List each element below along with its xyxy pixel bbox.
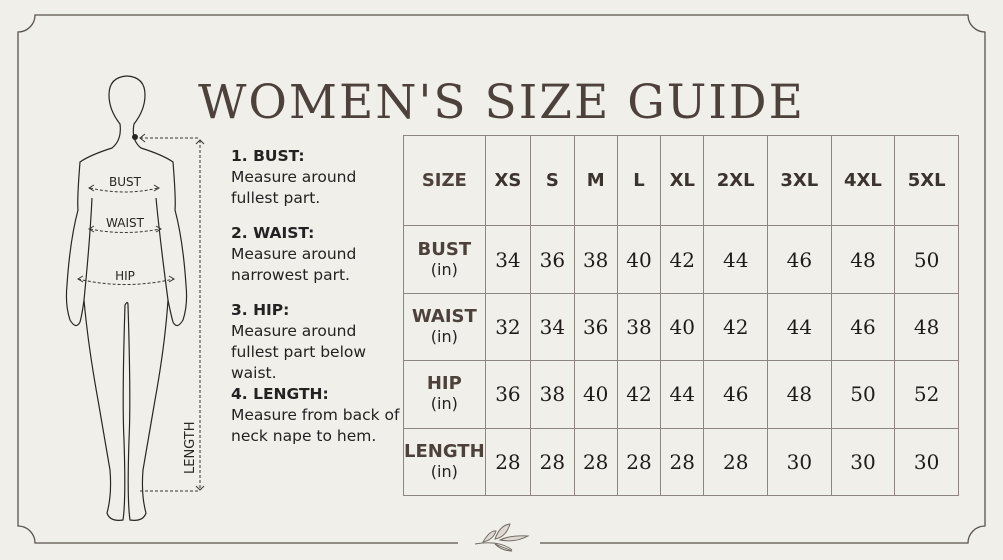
table-row: WAIST (in) 32 34 36 38 40 42 44 46 48: [403, 292, 959, 362]
size-header: SIZE: [403, 134, 486, 227]
table-cell: 36: [530, 225, 575, 294]
table-cell: 30: [767, 427, 832, 497]
measure-name: HIP: [426, 373, 462, 395]
table-cell: 36: [484, 360, 532, 429]
bust-label: BUST: [109, 175, 142, 189]
size-column-header: XS: [484, 134, 532, 227]
instruction-hip: 3. HIP: Measure around fullest part below…: [231, 301, 367, 382]
size-column-header: S: [530, 134, 575, 227]
table-cell: 44: [660, 360, 705, 429]
table-cell: 42: [703, 292, 769, 362]
unit-label: (in): [430, 461, 458, 481]
size-column-header: XL: [660, 134, 705, 227]
table-cell: 52: [894, 360, 959, 429]
table-cell: 48: [830, 225, 896, 294]
table-cell: 46: [703, 360, 769, 429]
row-label: BUST (in): [403, 225, 486, 294]
table-cell: 40: [573, 360, 618, 429]
measure-name: BUST: [417, 238, 472, 260]
table-header-row: SIZE XS S M L XL 2XL 3XL 4XL 5XL: [403, 134, 959, 227]
size-column-header: L: [616, 134, 662, 227]
unit-label: (in): [430, 394, 458, 414]
size-column-header: 2XL: [703, 134, 769, 227]
table-row: BUST (in) 34 36 38 40 42 44 46 48 50: [403, 225, 959, 294]
table-cell: 28: [660, 427, 705, 497]
waist-label: WAIST: [106, 216, 145, 230]
table-cell: 46: [767, 225, 832, 294]
table-cell: 28: [703, 427, 769, 497]
table-cell: 40: [616, 225, 662, 294]
table-cell: 34: [530, 292, 575, 362]
table-cell: 38: [616, 292, 662, 362]
row-label: LENGTH (in): [403, 427, 486, 497]
instruction-length: 4. LENGTH: Measure from back of neck nape…: [231, 385, 400, 445]
table-cell: 28: [573, 427, 618, 497]
table-cell: 38: [573, 225, 618, 294]
size-column-header: 4XL: [830, 134, 896, 227]
body-measurement-figure: BUST WAIST HIP LENGTH: [65, 75, 205, 521]
table-cell: 34: [484, 225, 532, 294]
row-label: HIP (in): [403, 360, 486, 429]
instruction-waist: 2. WAIST: Measure around narrowest part.: [231, 224, 357, 284]
page-title: WOMEN'S SIZE GUIDE: [198, 75, 805, 131]
size-column-header: 5XL: [894, 134, 959, 227]
table-row: HIP (in) 36 38 40 42 44 46 48 50 52: [403, 360, 959, 429]
table-cell: 48: [767, 360, 832, 429]
measure-name: WAIST: [411, 305, 477, 327]
table-cell: 46: [830, 292, 896, 362]
table-cell: 44: [767, 292, 832, 362]
table-cell: 42: [660, 225, 705, 294]
row-label: WAIST (in): [403, 292, 486, 362]
length-label: LENGTH: [183, 421, 198, 474]
size-column-header: M: [573, 134, 618, 227]
table-cell: 50: [830, 360, 896, 429]
size-table: SIZE XS S M L XL 2XL 3XL 4XL 5XL BUST (in) 34 36 38 40…: [403, 134, 959, 497]
table-cell: 44: [703, 225, 769, 294]
table-cell: 36: [573, 292, 618, 362]
measurement-instructions: 1. BUST: Measure around fullest part. 2. …: [231, 146, 401, 461]
leaf-sprig-icon: [474, 523, 530, 552]
table-cell: 48: [894, 292, 959, 362]
unit-label: (in): [430, 326, 458, 346]
table-cell: 30: [894, 427, 959, 497]
table-cell: 42: [616, 360, 662, 429]
table-cell: 38: [530, 360, 575, 429]
table-cell: 28: [484, 427, 532, 497]
table-cell: 30: [830, 427, 896, 497]
table-cell: 28: [616, 427, 662, 497]
table-cell: 32: [484, 292, 532, 362]
measure-name: LENGTH: [404, 440, 485, 462]
unit-label: (in): [430, 259, 458, 279]
table-cell: 28: [530, 427, 575, 497]
table-cell: 50: [894, 225, 959, 294]
instruction-bust: 1. BUST: Measure around fullest part.: [231, 147, 357, 207]
table-row: LENGTH (in) 28 28 28 28 28 28 30 30 30: [403, 427, 959, 497]
table-cell: 40: [660, 292, 705, 362]
size-column-header: 3XL: [767, 134, 832, 227]
hip-label: HIP: [115, 269, 135, 283]
